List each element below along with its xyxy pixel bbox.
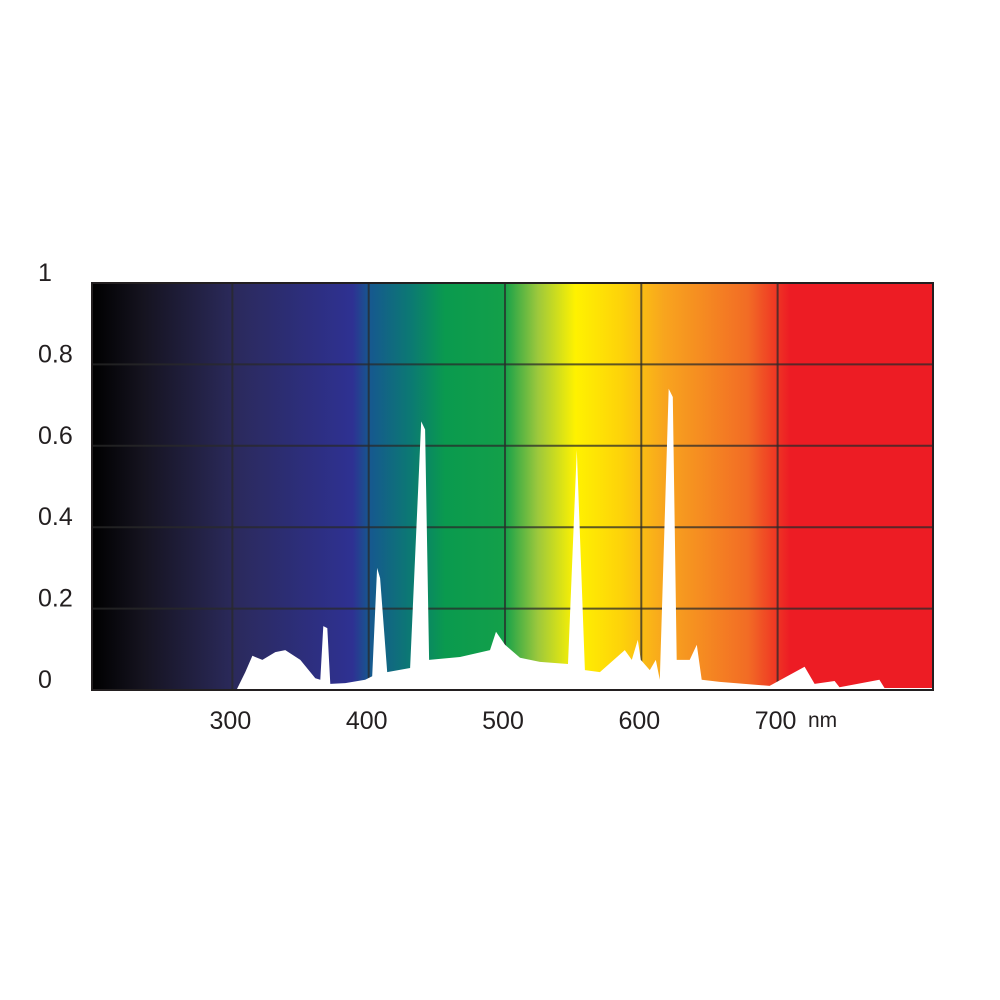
y-tick-label: 0.2 — [38, 585, 73, 613]
y-tick-label: 0.4 — [38, 503, 73, 531]
x-unit-label: nm — [808, 709, 837, 732]
grid — [92, 283, 933, 690]
x-tick-label: 500 — [482, 707, 524, 735]
y-tick-label: 1 — [38, 259, 52, 287]
y-tick-label: 0 — [38, 666, 52, 694]
y-tick-label: 0.6 — [38, 422, 73, 450]
plot-frame — [91, 282, 934, 691]
plot-background — [92, 283, 933, 690]
y-tick-label: 0.8 — [38, 340, 73, 368]
x-tick-label: 300 — [210, 707, 252, 735]
x-tick-label: 600 — [618, 707, 660, 735]
x-tick-label: 400 — [346, 707, 388, 735]
x-tick-label: 700 — [755, 707, 797, 735]
